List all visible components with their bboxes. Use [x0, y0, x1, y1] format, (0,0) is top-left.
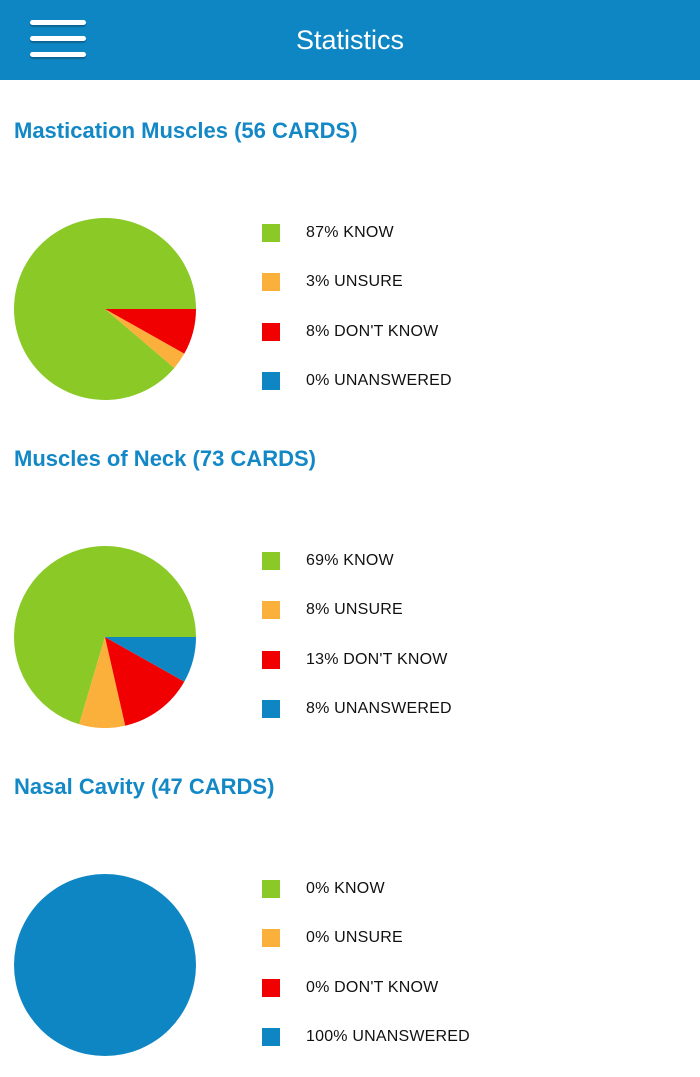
app-header: Statistics — [0, 0, 700, 80]
legend-label: 87% KNOW — [306, 224, 394, 241]
pie-chart — [14, 874, 196, 1056]
pie-slice-unsure — [105, 309, 185, 368]
legend-item-unanswered: 8% UNANSWERED — [262, 699, 662, 749]
legend-item-dont-know: 0% DON'T KNOW — [262, 978, 662, 1028]
legend-item-unsure: 3% UNSURE — [262, 273, 662, 322]
legend-label: 0% KNOW — [306, 880, 385, 897]
legend-label: 100% UNANSWERED — [306, 1027, 470, 1045]
pie-slice-dont-know — [105, 637, 185, 726]
legend: 87% KNOW 3% UNSURE 8% DON'T KNOW 0% UNAN… — [262, 224, 662, 421]
page-title: Statistics — [295, 25, 405, 55]
legend-swatch-dont-know — [262, 650, 280, 669]
stat-section-nasal-cavity: Nasal Cavity (47 CARDS) 0% KNOW 0% UNSUR… — [0, 752, 700, 1056]
legend-label: 3% UNSURE — [306, 273, 403, 291]
legend-item-unanswered: 0% UNANSWERED — [262, 371, 662, 421]
legend-item-unanswered: 100% UNANSWERED — [262, 1027, 662, 1077]
legend-label: 13% DON'T KNOW — [306, 650, 448, 668]
legend-item-know: 87% KNOW — [262, 224, 662, 273]
pie-slice-know — [14, 546, 196, 725]
section-title: Muscles of Neck (73 CARDS) — [14, 446, 316, 471]
legend-item-know: 0% KNOW — [262, 880, 662, 929]
pie-slice-know — [14, 218, 196, 400]
stat-section-muscles-of-neck: Muscles of Neck (73 CARDS) 69% KNOW 8% U… — [0, 424, 700, 728]
legend-item-unsure: 0% UNSURE — [262, 929, 662, 978]
legend-swatch-dont-know — [262, 322, 280, 341]
pie-slice-unanswered — [14, 874, 196, 1056]
legend-swatch-know — [262, 224, 280, 242]
legend-label: 69% KNOW — [306, 552, 394, 569]
legend-label: 8% DON'T KNOW — [306, 322, 439, 340]
legend-swatch-unsure — [262, 273, 280, 292]
legend-item-know: 69% KNOW — [262, 552, 662, 601]
legend-swatch-unsure — [262, 601, 280, 620]
legend-swatch-unsure — [262, 929, 280, 948]
legend-swatch-unanswered — [262, 699, 280, 718]
legend-item-unsure: 8% UNSURE — [262, 601, 662, 650]
legend-label: 0% UNSURE — [306, 929, 403, 947]
menu-bar — [30, 52, 86, 57]
legend-label: 0% UNANSWERED — [306, 371, 452, 389]
section-title: Nasal Cavity (47 CARDS) — [14, 774, 275, 799]
stat-section-mastication-muscles: Mastication Muscles (56 CARDS) 87% KNOW … — [0, 96, 700, 400]
hamburger-menu-icon[interactable] — [22, 14, 94, 66]
menu-bar — [30, 20, 86, 25]
legend-swatch-know — [262, 552, 280, 570]
pie-slice-unsure — [79, 637, 126, 728]
legend: 69% KNOW 8% UNSURE 13% DON'T KNOW 8% UNA… — [262, 552, 662, 749]
menu-bar — [30, 36, 86, 41]
legend-item-dont-know: 13% DON'T KNOW — [262, 650, 662, 700]
legend: 0% KNOW 0% UNSURE 0% DON'T KNOW 100% UNA… — [262, 880, 662, 1077]
pie-chart — [14, 546, 196, 728]
legend-label: 8% UNSURE — [306, 601, 403, 619]
section-title: Mastication Muscles (56 CARDS) — [14, 118, 358, 143]
legend-label: 8% UNANSWERED — [306, 699, 452, 717]
pie-slice-unanswered — [105, 637, 196, 682]
legend-label: 0% DON'T KNOW — [306, 978, 439, 996]
pie-slice-dont-know — [105, 309, 196, 354]
pie-chart — [14, 218, 196, 400]
legend-item-dont-know: 8% DON'T KNOW — [262, 322, 662, 372]
legend-swatch-know — [262, 880, 280, 898]
legend-swatch-unanswered — [262, 1027, 280, 1046]
legend-swatch-dont-know — [262, 978, 280, 997]
legend-swatch-unanswered — [262, 371, 280, 390]
